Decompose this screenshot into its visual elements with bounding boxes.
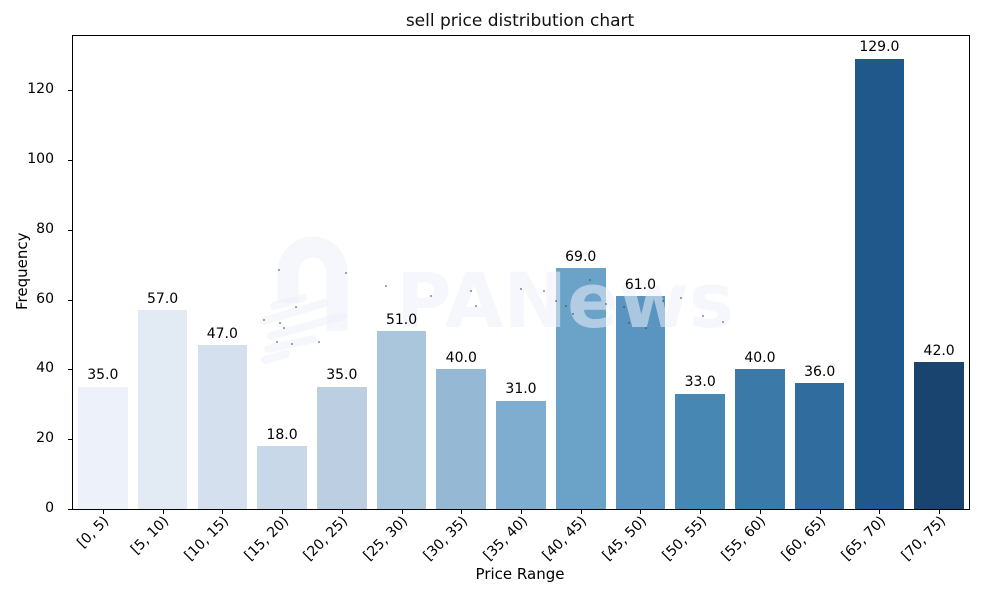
y-tick-mark [68, 509, 72, 510]
y-tick-label: 100 [27, 150, 54, 167]
x-tick-label: [50, 55) [659, 513, 710, 564]
x-tick-label: [45, 50) [599, 513, 651, 564]
y-tick-mark [68, 439, 72, 441]
x-tick-mark [162, 510, 164, 514]
x-tick-label: [15, 20) [241, 513, 292, 564]
bar [555, 268, 606, 509]
bar-value-label: 40.0 [445, 349, 477, 366]
x-tick-mark [879, 510, 881, 514]
bar [78, 386, 128, 509]
x-tick-label: [0, 5) [74, 513, 113, 552]
x-tick-label: [5, 10) [127, 513, 173, 558]
bar [794, 383, 845, 509]
y-tick-mark [68, 299, 72, 301]
bar-value-label: 51.0 [385, 311, 418, 328]
y-tick-label: 0 [45, 500, 54, 516]
bar [257, 446, 307, 509]
y-tick-mark [68, 229, 72, 231]
plot-area: PANews 35.0 57.0 47.0 18.0 35.0 51.0 40.0 31.0 6… [68, 35, 970, 514]
bar-value-label: 61.0 [624, 276, 657, 293]
chart-title: sell price distribution chart [405, 11, 635, 31]
x-axis-label: Price Range [475, 565, 565, 583]
y-tick-label: 80 [36, 220, 54, 237]
x-tick-label: [40, 45) [539, 513, 591, 564]
bar-value-label: 40.0 [744, 349, 776, 366]
x-tick-label: [70, 75) [898, 513, 949, 564]
x-tick-mark [401, 510, 403, 514]
x-tick-label: [30, 35) [420, 513, 471, 564]
bar-value-label: 18.0 [266, 426, 298, 443]
x-tick-label: [20, 25) [300, 513, 352, 564]
bar [197, 344, 248, 509]
y-tick-label: 120 [27, 81, 54, 98]
bar-value-label: 33.0 [684, 374, 716, 391]
y-tick-label: 20 [36, 430, 54, 447]
x-tick-mark [222, 510, 224, 514]
x-tick-mark [640, 510, 642, 514]
x-tick-label: [60, 65) [778, 513, 830, 564]
bar [615, 296, 666, 509]
x-tick-mark [939, 510, 941, 514]
bars-layer [73, 36, 969, 509]
x-tick-mark [341, 510, 343, 514]
tick-marks [68, 36, 969, 514]
x-tick-label: [10, 15) [181, 513, 232, 564]
y-tick-mark [68, 369, 72, 371]
x-tick-mark [759, 510, 761, 514]
x-tick-label: [55, 60) [719, 513, 770, 564]
x-tick-mark [819, 510, 821, 514]
x-tick-mark [580, 510, 582, 514]
x-tick-label: [25, 30) [360, 513, 412, 564]
bar-value-labels: 35.0 57.0 47.0 18.0 35.0 51.0 40.0 31.0 69.0 61.0… [73, 36, 969, 509]
bar [914, 362, 964, 509]
bar [735, 369, 785, 509]
bar-value-label: 36.0 [804, 363, 836, 380]
bar [854, 58, 905, 509]
bar [137, 310, 188, 509]
bar-value-label: 47.0 [206, 325, 238, 342]
bar [436, 369, 487, 509]
x-tick-mark [282, 510, 284, 514]
bar [675, 393, 725, 509]
bar [496, 400, 546, 509]
bar-value-label: 35.0 [326, 367, 358, 384]
x-tick-mark [461, 510, 463, 514]
bar [376, 330, 427, 509]
y-tick-mark [68, 90, 72, 92]
y-tick-label: 40 [36, 360, 54, 377]
bar-value-label: 42.0 [923, 343, 955, 359]
x-tick-mark [700, 510, 702, 514]
bar-value-label: 57.0 [147, 290, 179, 307]
bar [317, 386, 367, 509]
bar-value-label: 31.0 [505, 381, 537, 398]
bar-value-label: 35.0 [87, 367, 119, 384]
y-tick-label: 60 [36, 290, 54, 307]
bar-value-label: 129.0 [859, 39, 900, 56]
x-tick-label: [35, 40) [480, 513, 531, 564]
x-tick-mark [102, 510, 104, 514]
y-tick-mark [68, 159, 72, 161]
y-tick-labels: 0 20 40 60 80 100 120 [0, 35, 62, 515]
bar-value-label: 69.0 [565, 248, 597, 265]
x-tick-mark [521, 510, 522, 514]
x-tick-label: [65, 70) [838, 513, 890, 564]
